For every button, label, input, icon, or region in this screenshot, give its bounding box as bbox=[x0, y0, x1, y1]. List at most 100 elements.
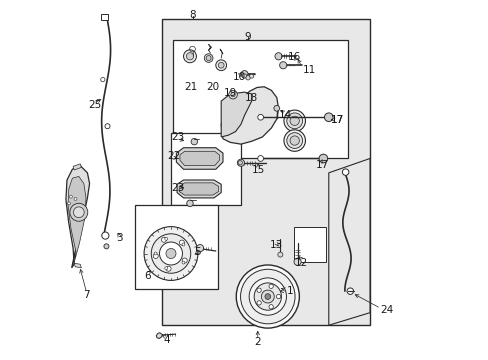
Text: 22: 22 bbox=[166, 150, 180, 161]
Text: 15: 15 bbox=[251, 165, 264, 175]
Circle shape bbox=[289, 136, 299, 145]
Polygon shape bbox=[221, 87, 278, 144]
Text: 11: 11 bbox=[302, 64, 315, 75]
Polygon shape bbox=[176, 148, 223, 169]
Circle shape bbox=[277, 252, 282, 257]
Circle shape bbox=[237, 159, 244, 166]
Polygon shape bbox=[177, 180, 221, 198]
Circle shape bbox=[182, 243, 184, 246]
Circle shape bbox=[346, 288, 353, 294]
Circle shape bbox=[164, 267, 167, 270]
Circle shape bbox=[286, 113, 302, 129]
Circle shape bbox=[153, 253, 158, 258]
Circle shape bbox=[105, 124, 110, 129]
Text: 9: 9 bbox=[244, 32, 250, 41]
Bar bbox=[162, 19, 369, 325]
Circle shape bbox=[228, 90, 237, 99]
Polygon shape bbox=[74, 263, 81, 268]
Circle shape bbox=[67, 202, 70, 205]
Text: 20: 20 bbox=[206, 82, 219, 93]
Text: 10: 10 bbox=[233, 72, 246, 82]
Text: 14: 14 bbox=[279, 111, 292, 121]
Polygon shape bbox=[73, 164, 81, 170]
Circle shape bbox=[166, 266, 171, 271]
Circle shape bbox=[284, 110, 305, 132]
Circle shape bbox=[69, 195, 72, 198]
Circle shape bbox=[179, 240, 184, 245]
Circle shape bbox=[159, 242, 182, 265]
Circle shape bbox=[73, 207, 84, 218]
Circle shape bbox=[274, 53, 282, 60]
Circle shape bbox=[242, 74, 246, 78]
Circle shape bbox=[165, 248, 176, 258]
Text: 17: 17 bbox=[330, 115, 343, 125]
Text: 25: 25 bbox=[88, 100, 101, 111]
Bar bbox=[135, 205, 217, 289]
Circle shape bbox=[70, 203, 88, 221]
Circle shape bbox=[183, 50, 196, 63]
Circle shape bbox=[245, 76, 250, 80]
Circle shape bbox=[268, 284, 273, 288]
Circle shape bbox=[261, 290, 274, 303]
Circle shape bbox=[241, 71, 247, 78]
Circle shape bbox=[154, 252, 157, 255]
Text: 1: 1 bbox=[286, 286, 293, 296]
Circle shape bbox=[182, 258, 187, 263]
Circle shape bbox=[279, 62, 286, 69]
Text: 13: 13 bbox=[269, 240, 282, 250]
Circle shape bbox=[257, 114, 263, 120]
Circle shape bbox=[151, 234, 190, 273]
Text: 23: 23 bbox=[170, 183, 183, 193]
Text: 18: 18 bbox=[244, 93, 257, 103]
Circle shape bbox=[164, 237, 167, 240]
Bar bbox=[172, 40, 348, 158]
Circle shape bbox=[273, 105, 279, 111]
Circle shape bbox=[204, 54, 212, 62]
Circle shape bbox=[206, 55, 211, 60]
Text: 6: 6 bbox=[144, 271, 151, 281]
Circle shape bbox=[102, 232, 109, 239]
Circle shape bbox=[254, 283, 281, 310]
Text: 21: 21 bbox=[183, 82, 197, 93]
Circle shape bbox=[230, 93, 235, 97]
Circle shape bbox=[264, 294, 270, 300]
Circle shape bbox=[256, 288, 261, 292]
Polygon shape bbox=[328, 158, 369, 325]
Polygon shape bbox=[66, 166, 89, 268]
Circle shape bbox=[186, 53, 193, 60]
Text: 3: 3 bbox=[116, 233, 123, 243]
Text: 2: 2 bbox=[254, 337, 261, 347]
Bar bbox=[293, 226, 325, 262]
Circle shape bbox=[284, 130, 305, 151]
Text: 17: 17 bbox=[315, 160, 328, 170]
Polygon shape bbox=[156, 333, 163, 338]
Circle shape bbox=[236, 265, 299, 328]
Circle shape bbox=[342, 169, 348, 175]
Polygon shape bbox=[180, 151, 219, 166]
Circle shape bbox=[256, 301, 261, 305]
Text: 24: 24 bbox=[380, 305, 393, 315]
Circle shape bbox=[196, 244, 203, 252]
Circle shape bbox=[319, 154, 327, 163]
Bar bbox=[171, 134, 241, 205]
Text: 19: 19 bbox=[224, 88, 237, 98]
Text: 4: 4 bbox=[163, 334, 169, 345]
Circle shape bbox=[182, 261, 184, 264]
Circle shape bbox=[257, 156, 263, 161]
Text: 7: 7 bbox=[83, 291, 90, 301]
Circle shape bbox=[276, 294, 280, 299]
Circle shape bbox=[249, 74, 253, 78]
Text: 17: 17 bbox=[330, 115, 343, 125]
Circle shape bbox=[238, 161, 242, 165]
Polygon shape bbox=[221, 92, 251, 137]
Polygon shape bbox=[68, 176, 86, 262]
Circle shape bbox=[268, 305, 273, 309]
Circle shape bbox=[144, 226, 198, 280]
Text: 23: 23 bbox=[170, 132, 183, 142]
Circle shape bbox=[240, 269, 294, 324]
Circle shape bbox=[324, 113, 332, 122]
Polygon shape bbox=[179, 183, 218, 195]
Bar bbox=[101, 14, 107, 21]
Circle shape bbox=[249, 278, 286, 315]
Text: 5: 5 bbox=[193, 247, 200, 257]
